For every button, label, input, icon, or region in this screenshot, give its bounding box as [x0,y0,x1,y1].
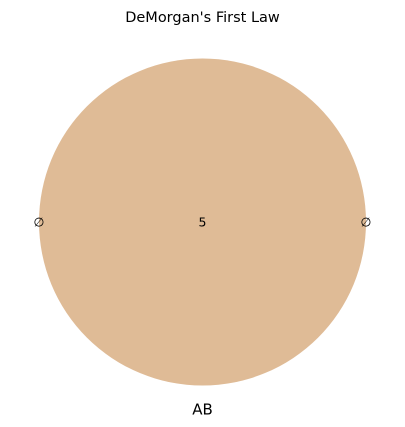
region-left-label: ∅ [34,215,45,230]
region-right-label: ∅ [361,215,372,230]
region-center-label: 5 [199,215,207,230]
diagram-title: DeMorgan's First Law [125,10,280,26]
set-label-ab: AB [192,401,213,419]
